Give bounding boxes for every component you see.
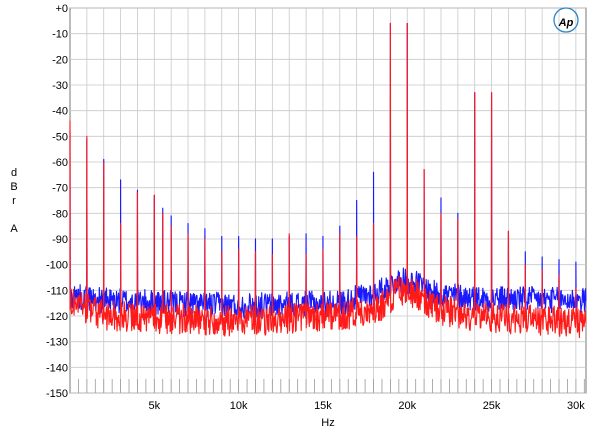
y-tick-label: -100 <box>46 260 68 272</box>
y-tick-label: -130 <box>46 337 68 349</box>
spectrum-trace-2 <box>69 22 587 339</box>
y-axis-label: dBr A <box>10 167 18 235</box>
x-axis-label: Hz <box>321 417 334 429</box>
y-tick-label: -40 <box>52 106 68 118</box>
traces <box>69 22 587 339</box>
y-tick-label: -90 <box>52 234 68 246</box>
y-tick-label: -50 <box>52 131 68 143</box>
y-tick-label: +0 <box>55 3 68 15</box>
y-tick-label: -60 <box>52 157 68 169</box>
y-tick-label: -30 <box>52 80 68 92</box>
y-tick-label: -70 <box>52 183 68 195</box>
minor-ticks <box>78 379 585 393</box>
x-tick-label: 25k <box>483 400 501 412</box>
logo-circle <box>553 7 579 33</box>
audio-precision-logo: Ap <box>553 7 579 33</box>
y-tick-label: -140 <box>46 362 68 374</box>
y-tick-label: -80 <box>52 208 68 220</box>
x-tick-label: 15k <box>314 400 332 412</box>
y-axis-label-letter: r <box>12 195 16 207</box>
y-axis-label-letter: d <box>11 167 17 179</box>
y-tick-label: -20 <box>52 54 68 66</box>
x-tick-label: 30k <box>567 400 585 412</box>
x-tick-labels: 5k 10k 15k 20k 25k 30k <box>149 400 586 412</box>
y-tick-labels: +0 -10 -20 -30 -40 -50 -60 -70 -80 -90 -100 -110 -12… <box>46 3 68 400</box>
y-tick-label: -120 <box>46 311 68 323</box>
y-axis-label-letter: B <box>10 181 17 193</box>
y-tick-label: -150 <box>46 388 68 400</box>
y-tick-label: -110 <box>47 285 68 297</box>
y-axis-label-letter: A <box>10 223 18 235</box>
x-tick-label: 5k <box>149 400 161 412</box>
y-tick-label: -10 <box>52 29 68 41</box>
x-tick-label: 20k <box>398 400 416 412</box>
logo-text: Ap <box>558 17 574 29</box>
x-tick-label: 10k <box>230 400 248 412</box>
